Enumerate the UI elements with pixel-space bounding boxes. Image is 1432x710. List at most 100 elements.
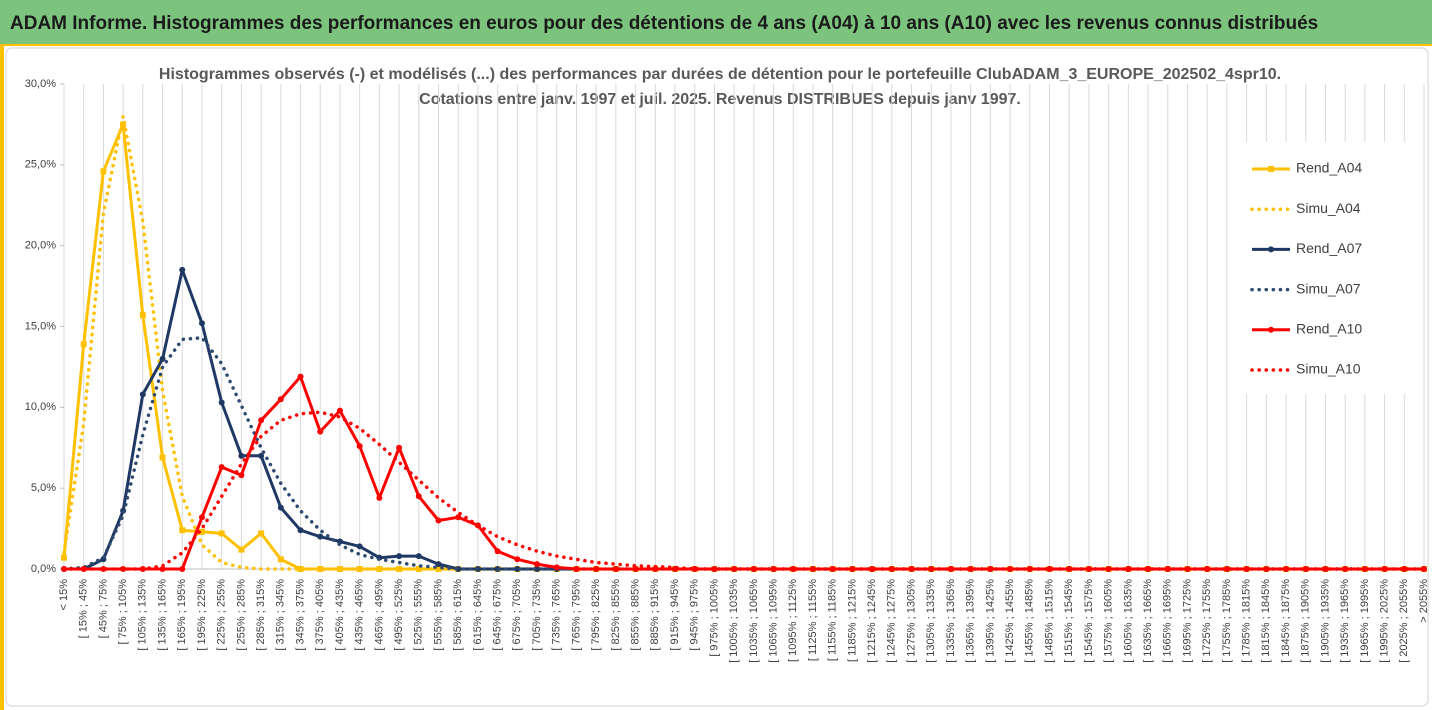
x-tick-label: [ 435% ; 465% [354,579,366,651]
x-tick-label: [ 1425% ; 1455% [1004,579,1016,663]
x-tick-label: [ 135% ; 165% [156,579,168,651]
marker [336,407,343,414]
series-line [62,410,1426,571]
x-tick-label: [ 1575% ; 1605% [1103,579,1115,663]
x-tick-label: [ 1335% ; 1365% [945,579,957,663]
marker [612,566,619,572]
marker [139,391,146,398]
x-tick-label: [ 1965% ; 1995% [1359,579,1371,663]
x-tick-label: [ 1875% ; 1905% [1300,579,1312,663]
x-tick-label: [ 45% ; 75% [97,579,109,639]
marker [218,464,225,471]
x-tick-label: < 15% [58,579,70,611]
marker [218,530,225,537]
title-banner [0,0,1432,44]
x-tick-label: [ 495% ; 525% [393,579,405,651]
marker [218,399,225,406]
x-tick-label: [ 1605% ; 1635% [1122,579,1134,663]
legend-marker [1268,166,1274,172]
x-tick-label: [ 855% ; 885% [630,579,642,651]
chart-title: ADAM Informe. Histogrammes des performan… [10,13,1318,34]
legend: Rend_A04 Simu_A04 Rend_A07 Simu_A07 Rend_A10… [1236,142,1412,394]
banner-rule [0,44,1432,46]
marker [297,566,304,572]
x-tick-label: [ 705% ; 735% [531,579,543,651]
marker [376,494,383,501]
marker [455,514,462,521]
x-tick-label: [ 345% ; 375% [294,579,306,651]
marker [534,566,541,572]
legend-label: Rend_A04 [1296,160,1362,176]
series [62,410,1426,571]
marker [396,553,403,560]
marker [198,528,205,535]
x-tick-label: [ 735% ; 765% [551,579,563,651]
marker [1145,566,1152,572]
subtitle: Histogrammes observés (-) et modélisés (… [159,66,1281,83]
x-tick-label: [ 1515% ; 1545% [1063,579,1075,663]
x-tick-label: [ 1065% ; 1095% [767,579,779,663]
x-tick-label: [ 1935% ; 1965% [1339,579,1351,663]
left-rule [0,46,4,710]
marker [632,566,639,572]
marker [179,527,186,534]
marker [277,504,284,511]
x-tick-label: [ 1995% ; 2025% [1378,579,1390,663]
x-tick-label: [ 165% ; 195% [176,579,188,651]
x-tick-label: [ 105% ; 135% [137,579,149,651]
marker [317,533,324,540]
x-tick-label: [ 195% ; 225% [196,579,208,651]
marker [1302,566,1309,572]
legend-label: Simu_A04 [1296,200,1361,216]
x-tick-label: [ 1905% ; 1935% [1319,579,1331,663]
marker [238,452,245,459]
x-tick-label: [ 75% ; 105% [117,579,129,645]
marker [967,566,974,572]
x-tick-label: [ 1185% ; 1215% [846,579,858,662]
y-tick-label: 20,0% [25,240,56,252]
marker [297,373,304,380]
x-tick-label: [ 1125% ; 1155% [807,579,819,661]
x-tick-label: [ 555% ; 585% [432,579,444,651]
x-tick-label: [ 885% ; 915% [649,579,661,651]
x-tick-label: [ 1095% ; 1125% [787,579,799,662]
y-tick-label: 5,0% [31,482,56,494]
subtitle: Cotations entre janv. 1997 et juil. 2025… [419,91,1021,108]
x-tick-label: [ 1845% ; 1875% [1280,579,1292,663]
marker [1322,566,1329,572]
x-tick-label: [ 765% ; 795% [570,579,582,651]
x-tick-label: [ 255% ; 285% [235,579,247,651]
x-tick-label: [ 1395% ; 1425% [984,579,996,663]
legend-marker [1268,246,1274,253]
marker [376,566,383,572]
marker [790,566,797,572]
y-tick-label: 30,0% [25,78,56,90]
x-tick-label: [ 1485% ; 1515% [1043,579,1055,663]
x-tick-label: [ 585% ; 615% [452,579,464,651]
x-tick-label: [ 1785% ; 1815% [1241,579,1253,663]
x-tick-label: [ 375% ; 405% [314,579,326,651]
x-tick-label: [ 2025% ; 2055% [1398,579,1410,663]
y-tick-label: 25,0% [25,159,56,171]
legend-label: Simu_A10 [1296,361,1361,377]
marker [179,266,186,273]
marker [494,548,501,555]
marker [770,566,777,572]
x-tick-label: [ 795% ; 825% [590,579,602,651]
x-tick-label: [ 615% ; 645% [472,579,484,651]
marker [553,564,560,571]
marker [238,472,245,479]
x-tick-label: [ 825% ; 855% [610,579,622,651]
marker [297,527,304,534]
x-tick-label: [ 15% ; 45% [78,579,90,639]
marker [238,546,245,553]
marker [179,566,186,572]
x-tick-label: [ 1455% ; 1485% [1024,579,1036,663]
marker [415,553,422,560]
marker [258,530,265,537]
marker [534,561,541,568]
marker [198,320,205,327]
marker [1125,566,1132,572]
marker [947,566,954,572]
